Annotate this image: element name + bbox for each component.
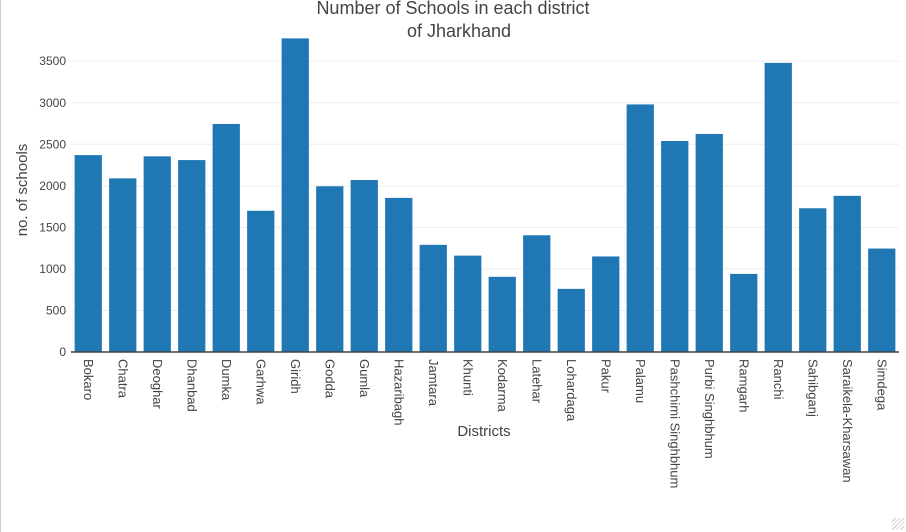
y-tick-label: 2000 (39, 179, 66, 193)
y-tick-label: 0 (59, 345, 66, 359)
bar-khunti[interactable] (454, 255, 482, 352)
x-tick-labels: Bokaro Chatra Deoghar Dhanbad Dumka Garhwa Gir… (81, 359, 890, 488)
bar-garhwa[interactable] (247, 210, 275, 352)
bar-hazaribagh[interactable] (385, 197, 413, 352)
bar-chatra[interactable] (109, 178, 137, 352)
x-tick-label: Garhwa (253, 359, 268, 405)
x-tick-label: Jamtara (426, 359, 441, 407)
y-tick-label: 1500 (39, 220, 66, 234)
gridlines (71, 60, 899, 311)
bar-latehar[interactable] (523, 235, 551, 352)
y-axis-title: no. of schools (14, 144, 31, 237)
x-tick-label: Kodarma (495, 359, 510, 413)
bar-dumka[interactable] (212, 123, 240, 352)
bar-saraikela-kharsawan[interactable] (833, 195, 861, 352)
bar-sahibganj[interactable] (799, 208, 827, 352)
x-tick-label: Purbi Singhbhum (702, 359, 717, 459)
x-tick-label: Pakur (598, 359, 613, 394)
y-tick-label: 1000 (39, 262, 66, 276)
y-tick-label: 3500 (39, 54, 66, 68)
bar-bokaro[interactable] (74, 155, 102, 352)
bar-deoghar[interactable] (143, 156, 171, 352)
chart-title-line-2: of Jharkhand (407, 21, 511, 41)
x-tick-label: Giridh (288, 359, 303, 394)
x-tick-label: Godda (322, 359, 337, 399)
bar-giridh[interactable] (281, 38, 309, 353)
bar-dhanbad[interactable] (178, 160, 206, 352)
x-tick-label: Dhanbad (184, 359, 199, 412)
bar-ramgarh[interactable] (730, 273, 758, 352)
x-axis-title: Districts (457, 423, 510, 440)
y-tick-label: 3000 (39, 96, 66, 110)
bar-kodarma[interactable] (488, 276, 516, 352)
bar-palamu[interactable] (626, 104, 654, 352)
bar-simdega[interactable] (868, 248, 896, 352)
bars (74, 38, 896, 353)
x-tick-label: Pashchimi Singhbhum (667, 359, 682, 488)
x-tick-label: Deoghar (150, 359, 165, 410)
bar-pakur[interactable] (592, 256, 620, 352)
x-tick-label: Bokaro (81, 359, 96, 400)
x-tick-label: Chatra (115, 359, 130, 399)
bar-gumla[interactable] (350, 180, 378, 352)
x-tick-label: Saraikela-Kharsawan (840, 359, 855, 483)
x-tick-label: Dumka (219, 359, 234, 401)
x-tick-label: Hazaribagh (391, 359, 406, 426)
x-tick-label: Palamu (633, 359, 648, 403)
x-tick-label: Sahibganj (805, 359, 820, 417)
x-tick-label: Ramgarh (736, 359, 751, 412)
y-tick-label: 2500 (39, 137, 66, 151)
bar-jamtara[interactable] (419, 244, 447, 352)
bar-godda[interactable] (316, 186, 344, 352)
bar-purbi-singhbhum[interactable] (695, 133, 723, 352)
bar-ranchi[interactable] (764, 62, 792, 353)
bar-lohardaga[interactable] (557, 288, 585, 352)
resize-grip[interactable] (892, 518, 904, 530)
y-tick-label: 500 (46, 303, 66, 317)
chart-title-line-1: Number of Schools in each district (316, 0, 589, 18)
x-tick-label: Gumla (357, 359, 372, 398)
x-tick-label: Simdega (874, 359, 889, 411)
x-tick-label: Latehar (529, 359, 544, 404)
y-tick-labels: 0 500 1000 1500 2000 2500 3000 3500 (39, 54, 66, 359)
x-tick-label: Ranchi (771, 359, 786, 400)
x-tick-label: Khunti (460, 359, 475, 396)
x-tick-label: Lohardaga (564, 359, 579, 422)
bar-pashchimi-singhbhum[interactable] (661, 140, 689, 352)
